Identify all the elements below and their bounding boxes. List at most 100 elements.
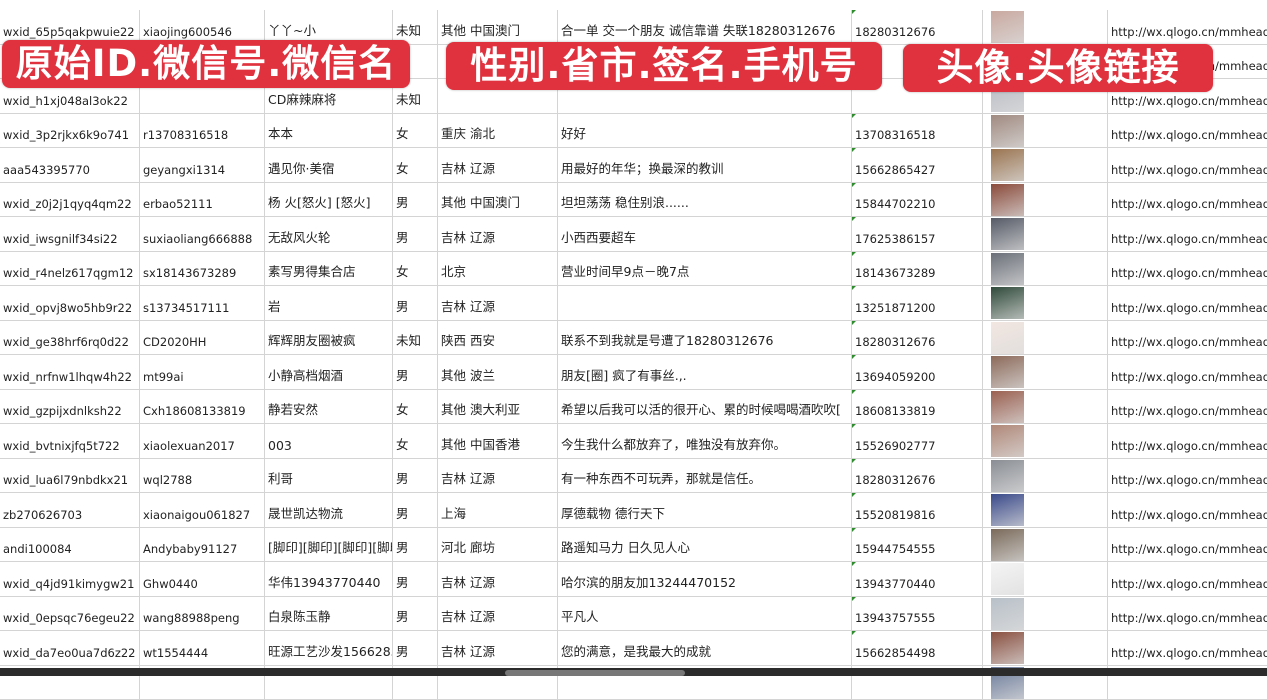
cell-avatar[interactable] (983, 183, 1108, 217)
cell-region[interactable]: 吉林 辽源 (438, 597, 558, 631)
cell-url[interactable]: http://wx.qlogo.cn/mmhead (1108, 114, 1267, 148)
cell-region[interactable]: 吉林 辽源 (438, 148, 558, 182)
cell-url[interactable]: http://wx.qlogo.cn/mmhead (1108, 321, 1267, 355)
cell-signature[interactable]: 希望以后我可以活的很开心、累的时候喝喝酒吹吹[ (558, 390, 852, 424)
cell-avatar[interactable] (983, 252, 1108, 286)
cell-wechat[interactable]: mt99ai (140, 355, 265, 389)
cell-name[interactable]: 静若安然 (265, 390, 393, 424)
cell-region[interactable]: 其他 中国香港 (438, 424, 558, 458)
cell-id[interactable]: wxid_r4nelz617qgm12 (0, 252, 140, 286)
cell-name[interactable]: 辉辉朋友圈被疯 (265, 321, 393, 355)
cell-signature[interactable]: 合一单 交一个朋友 诚信靠谱 失联18280312676 (558, 10, 852, 44)
cell-gender[interactable]: 男 (393, 493, 438, 527)
cell-id[interactable]: aaa543395770 (0, 148, 140, 182)
cell-phone[interactable]: 13943757555 (852, 597, 983, 631)
cell-name[interactable]: 丫丫~小 (265, 10, 393, 44)
cell-wechat[interactable]: CD2020HH (140, 321, 265, 355)
cell-id[interactable]: wxid_da7eo0ua7d6z22 (0, 631, 140, 665)
cell-signature[interactable]: 路遥知马力 日久见人心 (558, 528, 852, 562)
cell-id[interactable]: wxid_iwsgnilf34si22 (0, 217, 140, 251)
cell-url[interactable]: http://wx.qlogo.cn/mmhead (1108, 562, 1267, 596)
cell-wechat[interactable]: wang88988peng (140, 597, 265, 631)
cell-signature[interactable]: 小西西要超车 (558, 217, 852, 251)
cell-id[interactable]: andi100084 (0, 528, 140, 562)
cell-signature[interactable]: 营业时间早9点－晚7点 (558, 252, 852, 286)
cell-name[interactable]: 003 (265, 424, 393, 458)
cell-signature[interactable]: 有一种东西不可玩弄，那就是信任。 (558, 459, 852, 493)
cell-url[interactable]: http://wx.qlogo.cn/mmhead (1108, 355, 1267, 389)
cell-name[interactable]: 素写男得集合店 (265, 252, 393, 286)
cell-avatar[interactable] (983, 355, 1108, 389)
cell-region[interactable]: 陕西 西安 (438, 321, 558, 355)
cell-signature[interactable]: 坦坦荡荡 稳住别浪...... (558, 183, 852, 217)
cell-wechat[interactable]: xiaolexuan2017 (140, 424, 265, 458)
cell-id[interactable]: wxid_q4jd91kimygw21 (0, 562, 140, 596)
cell-phone[interactable]: 13708316518 (852, 114, 983, 148)
cell-wechat[interactable]: s13734517111 (140, 286, 265, 320)
cell-avatar[interactable] (983, 10, 1108, 44)
cell-signature[interactable]: 今生我什么都放弃了，唯独没有放弃你。 (558, 424, 852, 458)
cell-phone[interactable]: 17625386157 (852, 217, 983, 251)
cell-phone[interactable]: 15662865427 (852, 148, 983, 182)
cell-region[interactable]: 北京 (438, 252, 558, 286)
cell-signature[interactable] (558, 286, 852, 320)
cell-url[interactable]: http://wx.qlogo.cn/mmhead (1108, 148, 1267, 182)
cell-id[interactable]: zb270626703 (0, 493, 140, 527)
cell-url[interactable]: http://wx.qlogo.cn/mmhead (1108, 528, 1267, 562)
cell-name[interactable]: 白泉陈玉静 (265, 597, 393, 631)
cell-name[interactable]: 利哥 (265, 459, 393, 493)
cell-phone[interactable]: 18280312676 (852, 321, 983, 355)
cell-region[interactable]: 重庆 渝北 (438, 114, 558, 148)
cell-url[interactable]: http://wx.qlogo.cn/mmhead (1108, 183, 1267, 217)
cell-phone[interactable]: 18608133819 (852, 390, 983, 424)
cell-gender[interactable]: 男 (393, 631, 438, 665)
cell-region[interactable]: 吉林 辽源 (438, 286, 558, 320)
cell-gender[interactable]: 男 (393, 286, 438, 320)
cell-avatar[interactable] (983, 424, 1108, 458)
cell-avatar[interactable] (983, 459, 1108, 493)
cell-wechat[interactable]: suxiaoliang666888 (140, 217, 265, 251)
cell-phone[interactable]: 13694059200 (852, 355, 983, 389)
cell-name[interactable]: 本本 (265, 114, 393, 148)
cell-avatar[interactable] (983, 493, 1108, 527)
cell-phone[interactable]: 15944754555 (852, 528, 983, 562)
cell-signature[interactable]: 哈尔滨的朋友加13244470152 (558, 562, 852, 596)
cell-signature[interactable]: 平凡人 (558, 597, 852, 631)
cell-url[interactable]: http://wx.qlogo.cn/mmhead (1108, 390, 1267, 424)
cell-gender[interactable]: 男 (393, 528, 438, 562)
cell-gender[interactable]: 女 (393, 390, 438, 424)
cell-signature[interactable]: 厚德载物 德行天下 (558, 493, 852, 527)
cell-region[interactable]: 其他 澳大利亚 (438, 390, 558, 424)
cell-region[interactable]: 其他 中国澳门 (438, 10, 558, 44)
cell-wechat[interactable]: sx18143673289 (140, 252, 265, 286)
cell-avatar[interactable] (983, 286, 1108, 320)
cell-region[interactable]: 其他 波兰 (438, 355, 558, 389)
cell-wechat[interactable]: Ghw0440 (140, 562, 265, 596)
cell-wechat[interactable]: xiaojing600546 (140, 10, 265, 44)
cell-url[interactable]: http://wx.qlogo.cn/mmhead (1108, 424, 1267, 458)
cell-avatar[interactable] (983, 562, 1108, 596)
cell-url[interactable]: http://wx.qlogo.cn/mmhead (1108, 217, 1267, 251)
cell-id[interactable]: wxid_lua6l79nbdkx21 (0, 459, 140, 493)
scrollbar-thumb[interactable] (505, 670, 685, 676)
cell-url[interactable]: http://wx.qlogo.cn/mmhead (1108, 252, 1267, 286)
cell-wechat[interactable]: Andybaby91127 (140, 528, 265, 562)
cell-gender[interactable]: 未知 (393, 321, 438, 355)
cell-url[interactable]: http://wx.qlogo.cn/mmhead (1108, 597, 1267, 631)
cell-gender[interactable]: 男 (393, 183, 438, 217)
cell-wechat[interactable]: erbao52111 (140, 183, 265, 217)
cell-wechat[interactable]: wt1554444 (140, 631, 265, 665)
cell-wechat[interactable]: geyangxi1314 (140, 148, 265, 182)
cell-avatar[interactable] (983, 114, 1108, 148)
cell-region[interactable]: 吉林 辽源 (438, 217, 558, 251)
cell-wechat[interactable]: r13708316518 (140, 114, 265, 148)
cell-wechat[interactable]: wql2788 (140, 459, 265, 493)
cell-phone[interactable]: 15662854498 (852, 631, 983, 665)
cell-phone[interactable]: 18280312676 (852, 459, 983, 493)
cell-name[interactable]: 岩 (265, 286, 393, 320)
cell-id[interactable]: wxid_ge38hrf6rq0d22 (0, 321, 140, 355)
cell-gender[interactable]: 男 (393, 355, 438, 389)
cell-avatar[interactable] (983, 631, 1108, 665)
cell-id[interactable]: wxid_nrfnw1lhqw4h22 (0, 355, 140, 389)
cell-gender[interactable]: 男 (393, 217, 438, 251)
